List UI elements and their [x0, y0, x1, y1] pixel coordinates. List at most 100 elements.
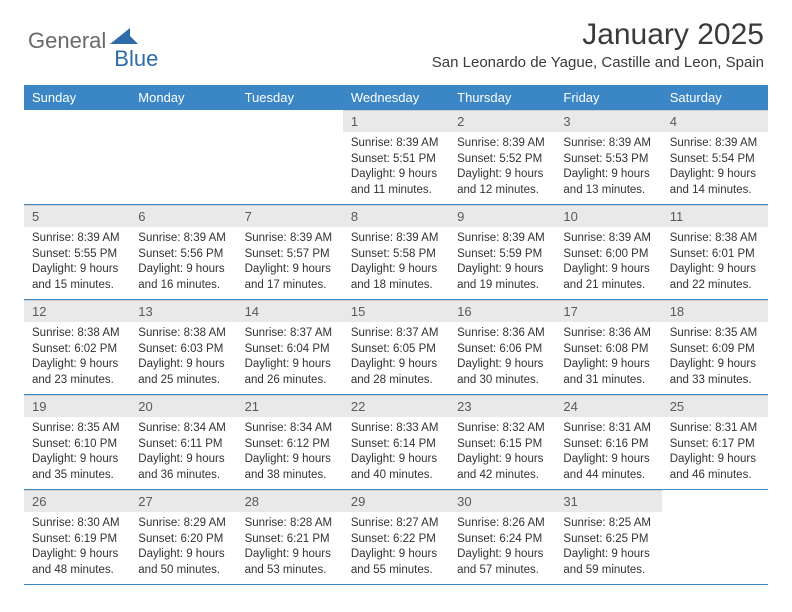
logo-text-general: General: [28, 28, 106, 54]
sunrise-line: Sunrise: 8:32 AM: [457, 421, 547, 437]
sunrise-line: Sunrise: 8:31 AM: [563, 421, 653, 437]
sunset-line: Sunset: 5:52 PM: [457, 152, 547, 168]
calendar-header-row: SundayMondayTuesdayWednesdayThursdayFrid…: [24, 85, 768, 110]
sunrise-line: Sunrise: 8:25 AM: [563, 516, 653, 532]
day-number: 21: [237, 395, 343, 417]
weekday-header: Monday: [130, 85, 236, 110]
calendar-cell: 9Sunrise: 8:39 AMSunset: 5:59 PMDaylight…: [449, 205, 555, 300]
sunset-line: Sunset: 6:04 PM: [245, 342, 335, 358]
daylight-line: Daylight: 9 hours and 38 minutes.: [245, 452, 335, 483]
daylight-line: Daylight: 9 hours and 55 minutes.: [351, 547, 441, 578]
day-number: 5: [24, 205, 130, 227]
daylight-line: Daylight: 9 hours and 22 minutes.: [670, 262, 760, 293]
sunrise-line: Sunrise: 8:39 AM: [457, 136, 547, 152]
calendar-cell: 25Sunrise: 8:31 AMSunset: 6:17 PMDayligh…: [662, 395, 768, 490]
sunrise-line: Sunrise: 8:39 AM: [32, 231, 122, 247]
weekday-header: Saturday: [662, 85, 768, 110]
day-details: Sunrise: 8:28 AMSunset: 6:21 PMDaylight:…: [237, 512, 343, 584]
sunset-line: Sunset: 6:05 PM: [351, 342, 441, 358]
sunset-line: Sunset: 5:53 PM: [563, 152, 653, 168]
calendar-cell: 20Sunrise: 8:34 AMSunset: 6:11 PMDayligh…: [130, 395, 236, 490]
sunset-line: Sunset: 6:06 PM: [457, 342, 547, 358]
daylight-line: Daylight: 9 hours and 33 minutes.: [670, 357, 760, 388]
calendar-cell: 28Sunrise: 8:28 AMSunset: 6:21 PMDayligh…: [237, 490, 343, 585]
day-number: 19: [24, 395, 130, 417]
title-block: January 2025 San Leonardo de Yague, Cast…: [432, 18, 764, 71]
day-details: Sunrise: 8:37 AMSunset: 6:04 PMDaylight:…: [237, 322, 343, 394]
calendar-cell: 31Sunrise: 8:25 AMSunset: 6:25 PMDayligh…: [555, 490, 661, 585]
day-number: 24: [555, 395, 661, 417]
calendar-cell: 6Sunrise: 8:39 AMSunset: 5:56 PMDaylight…: [130, 205, 236, 300]
day-number: 8: [343, 205, 449, 227]
day-details: Sunrise: 8:39 AMSunset: 5:51 PMDaylight:…: [343, 132, 449, 204]
sunrise-line: Sunrise: 8:39 AM: [563, 231, 653, 247]
sunrise-line: Sunrise: 8:34 AM: [138, 421, 228, 437]
day-details: Sunrise: 8:37 AMSunset: 6:05 PMDaylight:…: [343, 322, 449, 394]
day-details: Sunrise: 8:33 AMSunset: 6:14 PMDaylight:…: [343, 417, 449, 489]
daylight-line: Daylight: 9 hours and 57 minutes.: [457, 547, 547, 578]
logo: General Blue: [28, 18, 158, 64]
sunset-line: Sunset: 6:15 PM: [457, 437, 547, 453]
daylight-line: Daylight: 9 hours and 35 minutes.: [32, 452, 122, 483]
day-number: 30: [449, 490, 555, 512]
sunset-line: Sunset: 6:09 PM: [670, 342, 760, 358]
day-details: Sunrise: 8:29 AMSunset: 6:20 PMDaylight:…: [130, 512, 236, 584]
day-details: Sunrise: 8:31 AMSunset: 6:17 PMDaylight:…: [662, 417, 768, 489]
day-details: Sunrise: 8:25 AMSunset: 6:25 PMDaylight:…: [555, 512, 661, 584]
sunset-line: Sunset: 6:03 PM: [138, 342, 228, 358]
calendar-cell: 18 Sunrise: 8:35 AMSunset: 6:09 PMDayligh…: [662, 300, 768, 395]
daylight-line: Daylight: 9 hours and 40 minutes.: [351, 452, 441, 483]
sunset-line: Sunset: 6:01 PM: [670, 247, 760, 263]
sunrise-line: Sunrise: 8:35 AM: [670, 326, 760, 342]
day-number: 18: [662, 300, 768, 322]
day-details: Sunrise: 8:36 AMSunset: 6:06 PMDaylight:…: [449, 322, 555, 394]
calendar-cell: [237, 110, 343, 205]
sunset-line: Sunset: 5:54 PM: [670, 152, 760, 168]
sunrise-line: Sunrise: 8:31 AM: [670, 421, 760, 437]
sunrise-line: Sunrise: 8:30 AM: [32, 516, 122, 532]
calendar-cell: 8Sunrise: 8:39 AMSunset: 5:58 PMDaylight…: [343, 205, 449, 300]
daylight-line: Daylight: 9 hours and 31 minutes.: [563, 357, 653, 388]
calendar-cell: 15Sunrise: 8:37 AMSunset: 6:05 PMDayligh…: [343, 300, 449, 395]
day-details: Sunrise: 8:35 AMSunset: 6:10 PMDaylight:…: [24, 417, 130, 489]
page-header: General Blue January 2025 San Leonardo d…: [0, 0, 792, 79]
calendar-week-row: 19Sunrise: 8:35 AMSunset: 6:10 PMDayligh…: [24, 395, 768, 490]
calendar-cell: 26Sunrise: 8:30 AMSunset: 6:19 PMDayligh…: [24, 490, 130, 585]
day-details: Sunrise: 8:38 AMSunset: 6:02 PMDaylight:…: [24, 322, 130, 394]
day-details: Sunrise: 8:32 AMSunset: 6:15 PMDaylight:…: [449, 417, 555, 489]
calendar-cell: 16Sunrise: 8:36 AMSunset: 6:06 PMDayligh…: [449, 300, 555, 395]
calendar-cell: 14Sunrise: 8:37 AMSunset: 6:04 PMDayligh…: [237, 300, 343, 395]
calendar-cell: 11Sunrise: 8:38 AMSunset: 6:01 PMDayligh…: [662, 205, 768, 300]
day-details: Sunrise: 8:39 AMSunset: 5:52 PMDaylight:…: [449, 132, 555, 204]
weekday-header: Wednesday: [343, 85, 449, 110]
day-details: Sunrise: 8:36 AMSunset: 6:08 PMDaylight:…: [555, 322, 661, 394]
day-details: Sunrise: 8:39 AMSunset: 5:56 PMDaylight:…: [130, 227, 236, 299]
calendar-cell: 13Sunrise: 8:38 AMSunset: 6:03 PMDayligh…: [130, 300, 236, 395]
daylight-line: Daylight: 9 hours and 48 minutes.: [32, 547, 122, 578]
day-number: 27: [130, 490, 236, 512]
logo-text-blue: Blue: [114, 46, 158, 72]
calendar-cell: [24, 110, 130, 205]
calendar-cell: 1Sunrise: 8:39 AMSunset: 5:51 PMDaylight…: [343, 110, 449, 205]
day-number: 31: [555, 490, 661, 512]
sunset-line: Sunset: 5:56 PM: [138, 247, 228, 263]
day-details: Sunrise: 8:39 AMSunset: 5:57 PMDaylight:…: [237, 227, 343, 299]
sunrise-line: Sunrise: 8:34 AM: [245, 421, 335, 437]
day-details: Sunrise: 8:39 AMSunset: 6:00 PMDaylight:…: [555, 227, 661, 299]
calendar-cell: 12Sunrise: 8:38 AMSunset: 6:02 PMDayligh…: [24, 300, 130, 395]
day-details: Sunrise: 8:38 AMSunset: 6:01 PMDaylight:…: [662, 227, 768, 299]
calendar-cell: 2Sunrise: 8:39 AMSunset: 5:52 PMDaylight…: [449, 110, 555, 205]
sunrise-line: Sunrise: 8:26 AM: [457, 516, 547, 532]
calendar-cell: 22Sunrise: 8:33 AMSunset: 6:14 PMDayligh…: [343, 395, 449, 490]
location-subtitle: San Leonardo de Yague, Castille and Leon…: [432, 54, 764, 71]
daylight-line: Daylight: 9 hours and 16 minutes.: [138, 262, 228, 293]
sunrise-line: Sunrise: 8:39 AM: [457, 231, 547, 247]
calendar-cell: 21Sunrise: 8:34 AMSunset: 6:12 PMDayligh…: [237, 395, 343, 490]
day-details: Sunrise: 8:30 AMSunset: 6:19 PMDaylight:…: [24, 512, 130, 584]
sunrise-line: Sunrise: 8:38 AM: [138, 326, 228, 342]
calendar-cell: 27Sunrise: 8:29 AMSunset: 6:20 PMDayligh…: [130, 490, 236, 585]
day-details: Sunrise: 8:39 AMSunset: 5:54 PMDaylight:…: [662, 132, 768, 204]
sunrise-line: Sunrise: 8:39 AM: [563, 136, 653, 152]
sunset-line: Sunset: 6:16 PM: [563, 437, 653, 453]
sunset-line: Sunset: 6:00 PM: [563, 247, 653, 263]
